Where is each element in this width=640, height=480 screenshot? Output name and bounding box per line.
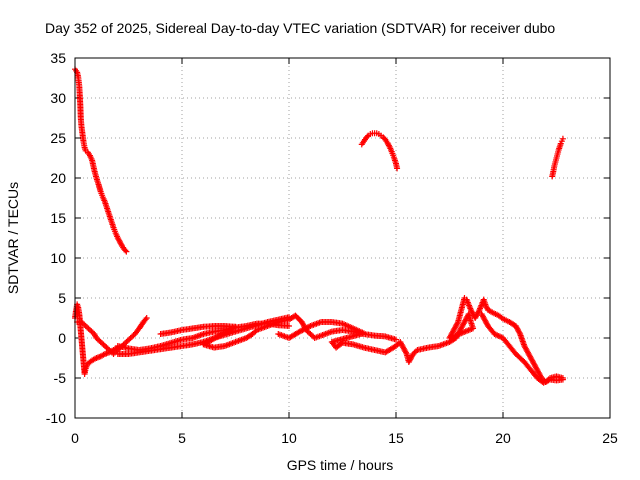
data-point-marker bbox=[393, 336, 399, 343]
data-point-marker bbox=[402, 349, 409, 356]
y-tick-label: 5 bbox=[58, 290, 66, 306]
y-tick-label: 35 bbox=[50, 50, 66, 66]
data-point-marker bbox=[143, 315, 150, 321]
plot-frame bbox=[74, 57, 611, 419]
data-point-marker bbox=[454, 320, 461, 327]
y-tick-label: 10 bbox=[50, 250, 66, 266]
data-point-marker bbox=[142, 316, 149, 323]
y-tick-label: 25 bbox=[50, 130, 66, 146]
data-point-marker bbox=[475, 308, 482, 315]
data-point-marker bbox=[516, 329, 523, 336]
y-tick-label: 0 bbox=[58, 330, 66, 346]
x-tick-labels: 0 5 10 15 20 25 bbox=[71, 430, 618, 446]
x-tick-label: 5 bbox=[178, 430, 186, 446]
data-point-marker bbox=[122, 247, 129, 254]
y-axis-label: SDTVAR / TECUs bbox=[5, 182, 21, 294]
data-point-marker bbox=[286, 323, 292, 329]
data-point-marker bbox=[364, 133, 371, 140]
y-tick-label: 15 bbox=[50, 210, 66, 226]
x-tick-label: 25 bbox=[602, 430, 618, 446]
x-tick-label: 20 bbox=[495, 430, 511, 446]
x-tick-label: 10 bbox=[281, 430, 297, 446]
x-axis-label: GPS time / hours bbox=[287, 457, 394, 473]
y-tick-label: 20 bbox=[50, 170, 66, 186]
y-tick-label: -10 bbox=[46, 410, 66, 426]
y-tick-labels: -10 -5 0 5 10 15 20 25 30 35 bbox=[46, 50, 66, 426]
data-point-marker bbox=[559, 376, 566, 383]
x-tick-label: 15 bbox=[388, 430, 404, 446]
data-point-marker bbox=[394, 165, 401, 172]
data-markers bbox=[72, 66, 566, 386]
y-tick-label: -5 bbox=[54, 370, 67, 386]
data-point-marker bbox=[559, 135, 566, 142]
y-tick-label: 30 bbox=[50, 90, 66, 106]
data-point-marker bbox=[123, 248, 130, 255]
x-tick-label: 0 bbox=[71, 430, 79, 446]
grid-lines bbox=[75, 58, 610, 418]
chart-title: Day 352 of 2025, Sidereal Day-to-day VTE… bbox=[45, 20, 555, 36]
data-point-marker bbox=[306, 323, 313, 330]
